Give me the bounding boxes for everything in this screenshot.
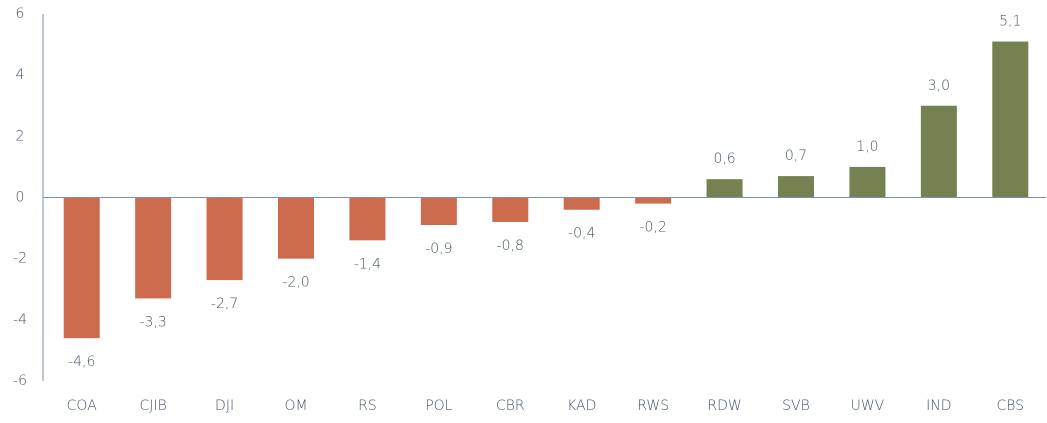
- x-tick-label: DJI: [215, 398, 234, 414]
- x-tick-label: CBS: [996, 398, 1024, 414]
- value-label: 3,0: [928, 78, 950, 94]
- y-tick-label: 6: [16, 6, 25, 22]
- x-tick-label: RS: [358, 398, 377, 414]
- value-label: -3,3: [139, 314, 166, 330]
- x-tick-label: POL: [425, 398, 452, 414]
- x-tick-label: OM: [284, 398, 307, 414]
- value-label: 5,1: [999, 14, 1021, 30]
- value-label: 0,6: [713, 151, 735, 167]
- x-tick-label: UWV: [851, 398, 885, 414]
- bar: [778, 176, 814, 198]
- value-label: -0,8: [497, 238, 524, 254]
- bar: [635, 197, 672, 204]
- value-label: 1,0: [856, 139, 878, 155]
- bar: [563, 197, 600, 210]
- x-tick-label: RWS: [637, 398, 669, 414]
- value-label: -2,7: [211, 296, 238, 312]
- y-tick-label: -6: [13, 373, 27, 389]
- bar: [706, 179, 743, 198]
- x-tick-label: RDW: [707, 398, 741, 414]
- x-tick-label: KAD: [567, 398, 596, 414]
- value-label: -0,4: [568, 226, 595, 242]
- x-tick-label: COA: [67, 398, 98, 414]
- bar: [492, 197, 529, 222]
- x-tick-label: SVB: [782, 398, 810, 414]
- value-label: 0,7: [785, 148, 807, 164]
- x-tick-label: CJIB: [140, 398, 167, 414]
- value-label: -0,2: [639, 220, 666, 236]
- y-tick-label: 4: [16, 67, 25, 83]
- x-tick-label: CBR: [496, 398, 525, 414]
- x-tick-label: IND: [926, 398, 951, 414]
- bar: [992, 41, 1029, 198]
- bar: [420, 197, 457, 226]
- y-tick-label: 0: [16, 190, 25, 206]
- bar: [135, 197, 172, 299]
- bar: [349, 197, 386, 241]
- bar: [63, 197, 100, 339]
- value-label: -0,9: [425, 241, 452, 257]
- bar: [278, 197, 314, 259]
- y-tick-label: -2: [13, 251, 27, 267]
- y-tick-label: 2: [16, 128, 25, 144]
- bar: [920, 105, 957, 198]
- value-label: -4,6: [68, 354, 95, 370]
- value-label: -2,0: [282, 275, 309, 291]
- bar: [206, 197, 243, 281]
- y-tick-label: -4: [13, 312, 27, 328]
- bar: [849, 166, 886, 198]
- value-label: -1,4: [354, 256, 381, 272]
